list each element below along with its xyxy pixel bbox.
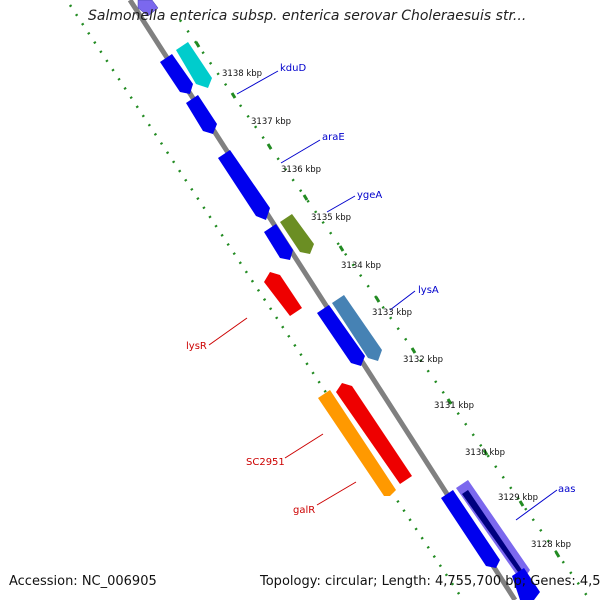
tick-label: 3136 kbp: [281, 165, 321, 175]
gene-arrow-galR[interactable]: [318, 390, 396, 496]
gene-arrow-lysA-blue[interactable]: [317, 305, 365, 366]
gene-arrow-blue-1[interactable]: [160, 54, 193, 94]
gene-arrow-lysR[interactable]: [264, 272, 302, 316]
tick-label: 3129 kbp: [498, 493, 538, 503]
gene-arrow-SC2951[interactable]: [336, 383, 412, 484]
gene-arrow-blue-2[interactable]: [186, 95, 217, 134]
tick-label: 3138 kbp: [222, 69, 262, 79]
gene-arrow-kduD-cyan[interactable]: [176, 42, 212, 88]
tick-label: 3131 kbp: [434, 401, 474, 411]
gene-label-kduD[interactable]: kduD: [280, 63, 306, 74]
outer-ruler-line: [68, 4, 465, 600]
gene-arrow-top[interactable]: [137, 0, 159, 17]
gene-label-araE[interactable]: araE: [322, 132, 345, 143]
gene-arrow-ygeA[interactable]: [280, 214, 314, 254]
tick-label: 3130 kbp: [465, 448, 505, 458]
tick-label: 3137 kbp: [251, 117, 291, 127]
gene-arrow-lysA[interactable]: [332, 295, 382, 361]
gene-arrow-aas-blue[interactable]: [441, 490, 500, 568]
gene-label-SC2951[interactable]: SC2951: [246, 457, 285, 468]
gene-label-lysR[interactable]: lysR: [186, 341, 207, 352]
tick-label: 3128 kbp: [531, 540, 571, 550]
tick-label: 3134 kbp: [341, 261, 381, 271]
tick-label: 3135 kbp: [311, 213, 351, 223]
gene-arrow-ygeA-blue[interactable]: [264, 224, 293, 260]
gene-label-galR[interactable]: galR: [293, 505, 315, 516]
gene-label-ygeA[interactable]: ygeA: [357, 190, 382, 201]
gene-arrow-aas-navy[interactable]: [462, 490, 522, 572]
gene-arrow-araE[interactable]: [218, 150, 270, 220]
gene-label-aas[interactable]: aas: [558, 484, 575, 495]
label-connectors: [208, 70, 558, 521]
tick-label: 3133 kbp: [372, 308, 412, 318]
gene-label-lysA[interactable]: lysA: [418, 285, 439, 296]
genome-title: Salmonella enterica subsp. enterica sero…: [88, 8, 527, 24]
gene-arrow-bottom-blue[interactable]: [512, 568, 540, 600]
inner-ruler-line: [178, 19, 592, 600]
accession-text: Accession: NC_006905: [9, 574, 157, 589]
tick-label: 3132 kbp: [403, 355, 443, 365]
ruler-major-ticks: [194, 41, 561, 558]
topology-text: Topology: circular; Length: 4,755,700 bp…: [260, 574, 600, 589]
